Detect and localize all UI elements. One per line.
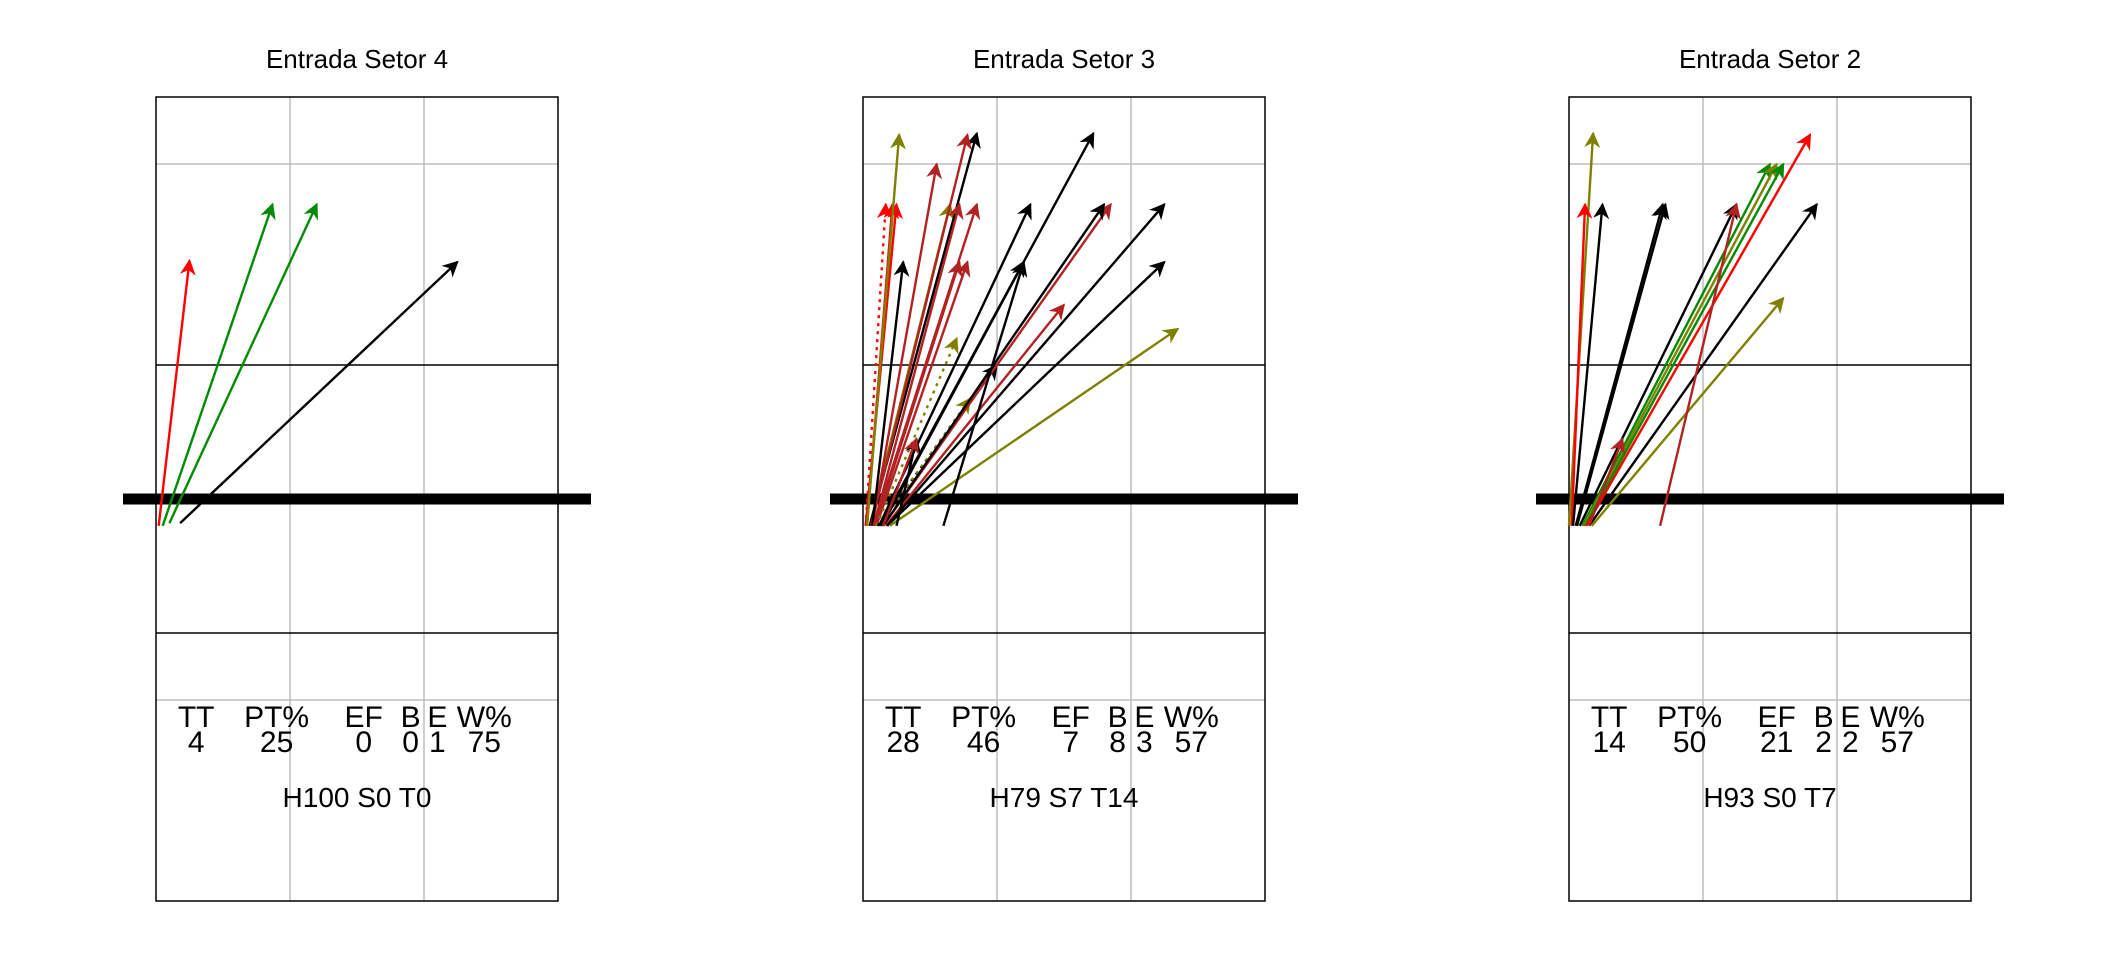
attack-arrow (864, 202, 893, 526)
stats-header-label: E (1134, 701, 1154, 734)
stats-header-label: TT (178, 701, 215, 734)
panel-title: Entrada Setor 2 (1679, 44, 1861, 74)
stats-value: 46 (967, 726, 1000, 759)
panel-title: Entrada Setor 4 (266, 44, 448, 74)
stats-header-label: W% (457, 701, 512, 734)
stats-value: 4 (188, 726, 205, 759)
attack-arrow (1585, 133, 1812, 527)
attack-arrow (1578, 202, 1738, 527)
stats-header-label: EF (345, 701, 383, 734)
stats-value: 1 (429, 726, 446, 759)
attack-arrow (942, 260, 1028, 527)
attack-arrow (886, 202, 1166, 527)
stats-header-label: B (1814, 701, 1834, 734)
attack-arrow (889, 327, 1180, 527)
panel-title: Entrada Setor 3 (973, 44, 1155, 74)
court-panel: Entrada Setor 2 TT PT% EF B E W% 14 50 21 2 2 57 H93 … (1536, 44, 2004, 902)
attack-arrow (1570, 202, 1593, 526)
stats-header-label: EF (1052, 701, 1090, 734)
stats-header-label: W% (1164, 701, 1219, 734)
attack-arrow (871, 162, 943, 527)
stats-value: 21 (1760, 726, 1793, 759)
attack-arrow (875, 260, 971, 527)
attack-arrow (865, 132, 906, 526)
attack-arrow (168, 202, 319, 524)
stats-value: 57 (1881, 726, 1914, 759)
attack-arrow (1582, 162, 1778, 527)
attack-arrow (873, 260, 963, 527)
court-panel: Entrada Setor 3 TT PT% EF B E W% 28 46 7 8 3 57 H79 S… (830, 44, 1298, 902)
attack-arrow (872, 202, 964, 527)
stats-value: 3 (1136, 726, 1153, 759)
stats-value: 14 (1593, 726, 1626, 759)
stats-value: 75 (468, 726, 501, 759)
stats-header-label: E (427, 701, 447, 734)
attack-arrow (161, 202, 276, 527)
stats-header-label: B (1108, 701, 1128, 734)
attack-arrow (1587, 437, 1625, 527)
stats-header-label: TT (1591, 701, 1628, 734)
stats-header-label: B (401, 701, 421, 734)
stats-value: 25 (260, 726, 293, 759)
attack-arrow (881, 437, 919, 527)
attack-arrow (884, 303, 1066, 527)
panel-footer: H100 S0 T0 (283, 782, 432, 813)
attack-arrow (157, 258, 196, 526)
attack-arrow (869, 132, 972, 527)
attack-arrow (882, 202, 1106, 527)
stats-value: 7 (1062, 726, 1079, 759)
stats-header-label: E (1840, 701, 1860, 734)
attack-arrow (179, 260, 459, 524)
stats-value: 2 (1842, 726, 1859, 759)
stats-value: 28 (887, 726, 920, 759)
attack-arrow (1658, 202, 1741, 527)
attack-arrow (1571, 202, 1610, 526)
attack-arrow (1588, 202, 1818, 527)
stats-value: 8 (1109, 726, 1126, 759)
stats-header-label: PT% (244, 701, 309, 734)
attack-arrow (1575, 202, 1670, 527)
attack-arrow (875, 336, 959, 527)
panel-footer: H93 S0 T7 (1703, 782, 1836, 813)
stats-header-label: PT% (951, 701, 1016, 734)
stats-header-label: EF (1758, 701, 1796, 734)
stats-header-label: W% (1870, 701, 1925, 734)
panel-footer: H79 S7 T14 (990, 782, 1139, 813)
stats-value: 0 (355, 726, 372, 759)
stats-value: 0 (402, 726, 419, 759)
stats-value: 50 (1673, 726, 1706, 759)
attack-arrow (886, 260, 1166, 527)
attack-arrow (871, 260, 910, 526)
attack-arrow (1574, 202, 1667, 527)
attack-arrow (1584, 162, 1785, 527)
stats-header-label: PT% (1657, 701, 1722, 734)
stats-value: 2 (1815, 726, 1832, 759)
stats-header-label: TT (885, 701, 922, 734)
stats-value: 57 (1175, 726, 1208, 759)
attack-arrow (1581, 162, 1772, 527)
